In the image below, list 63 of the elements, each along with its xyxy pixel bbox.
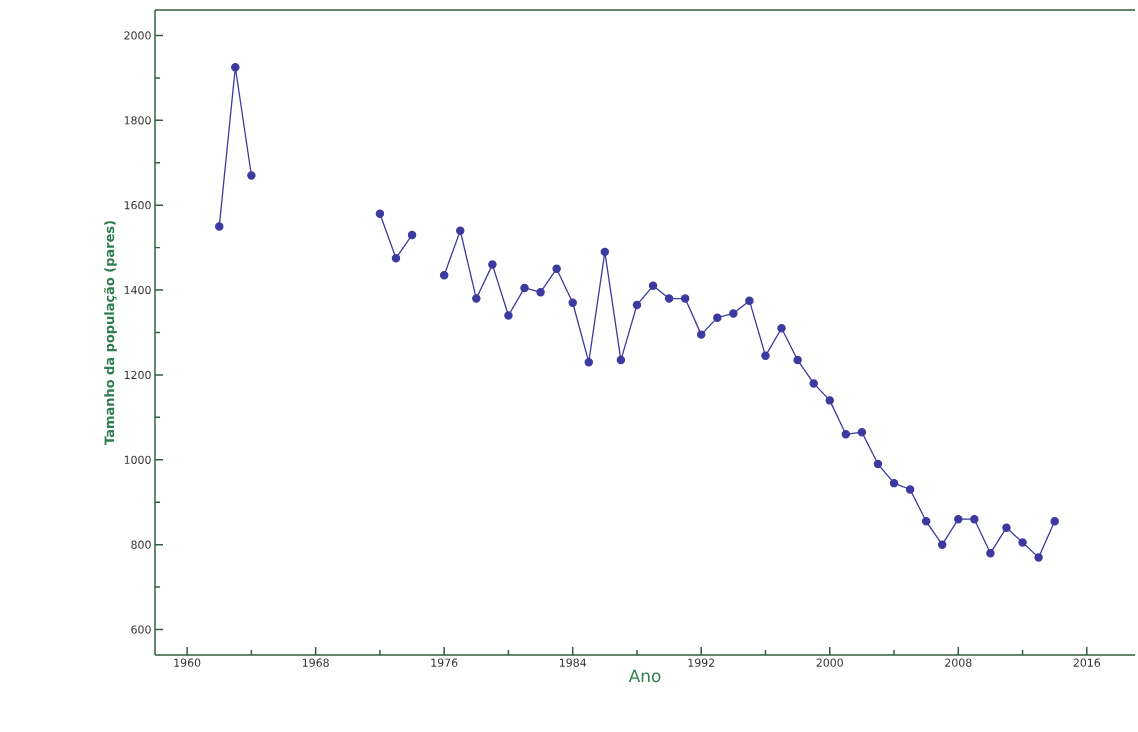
point [439,270,449,280]
point [777,324,786,333]
x-tick-label: 1968 [302,658,329,667]
point [954,514,963,524]
point [809,379,818,388]
point [407,230,417,240]
y-tick-label: 1000 [124,455,151,464]
point [697,330,706,339]
point [568,298,577,308]
point [616,355,626,365]
point [520,283,529,293]
point [937,540,947,549]
point [632,300,642,310]
y-tick-label: 1400 [124,285,151,295]
y-tick-label: 600 [131,625,151,634]
point [600,247,610,257]
y-tick-label: 800 [131,540,151,549]
point [986,548,995,558]
point [761,351,770,361]
point [648,281,658,291]
point [375,209,385,218]
x-tick-label: 1984 [559,658,587,667]
point [857,427,867,437]
y-axis-title: Tamanho da população (pares) [103,221,117,445]
point [472,294,481,303]
x-tick-label: 2008 [945,658,972,667]
point [391,254,401,263]
point [456,226,465,235]
point [1002,523,1011,532]
point [970,514,979,524]
point [584,357,594,367]
y-tick-label: 1200 [124,370,151,380]
point [889,478,899,488]
point [841,430,851,439]
point [729,309,738,318]
point [905,485,915,494]
x-tick-label: 1960 [174,658,201,667]
x-tick-label: 1976 [431,658,458,667]
point [873,459,883,469]
point [247,171,256,180]
point [504,311,513,320]
point [488,260,497,269]
y-tick-label: 2000 [124,31,151,40]
point [552,264,561,274]
point [231,63,240,72]
point [1050,517,1059,526]
x-tick-label: 1992 [688,658,715,667]
y-tick-label: 1600 [124,201,151,210]
point [1034,553,1043,562]
point [793,355,802,365]
y-tick-label: 1800 [124,116,151,125]
point [713,313,722,322]
point [825,396,834,405]
x-tick-label: 2000 [816,658,843,667]
point [664,294,674,303]
point [680,294,690,303]
point [1018,538,1027,547]
point [921,517,931,526]
point [745,296,754,305]
point [536,287,545,297]
x-tick-label: 2016 [1073,658,1101,667]
point [215,222,224,231]
x-axis-title: Ano [628,669,661,683]
